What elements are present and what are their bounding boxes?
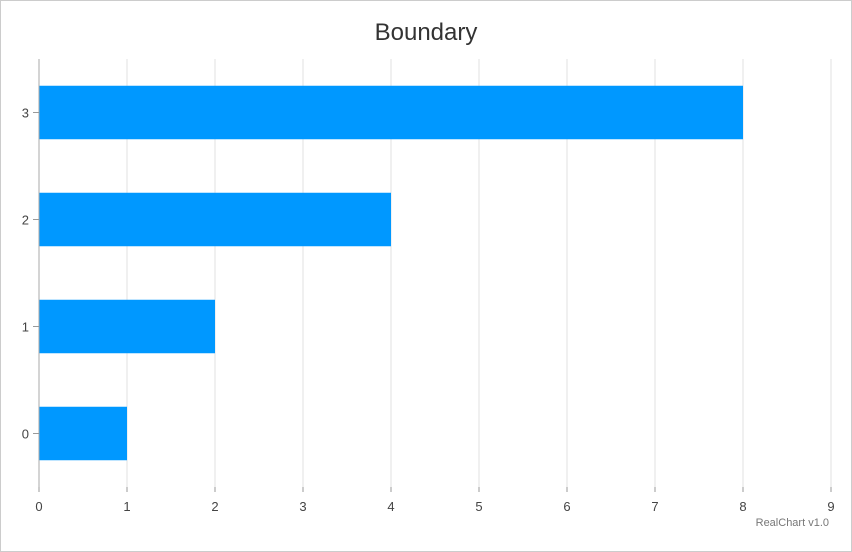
bar-3 (39, 85, 743, 140)
bar-2 (39, 192, 391, 247)
x-tick-label-6: 6 (563, 499, 570, 514)
x-tick-label-3: 3 (299, 499, 306, 514)
x-tick-label-0: 0 (35, 499, 42, 514)
x-tick-label-5: 5 (475, 499, 482, 514)
x-tick-label-7: 7 (651, 499, 658, 514)
x-tick-label-8: 8 (739, 499, 746, 514)
y-tick-label-2: 2 (22, 213, 29, 228)
axes: 0 1 2 3 4 5 6 7 8 9 0 1 2 3 (22, 59, 835, 514)
x-tick-label-2: 2 (211, 499, 218, 514)
x-tick-label-9: 9 (827, 499, 834, 514)
bar-0 (39, 406, 127, 461)
bars (39, 85, 743, 461)
bar-1 (39, 299, 215, 354)
y-tick-label-3: 3 (22, 106, 29, 121)
y-tick-label-0: 0 (22, 427, 29, 442)
chart-credit: RealChart v1.0 (755, 517, 829, 529)
x-tick-label-4: 4 (387, 499, 394, 514)
y-tick-label-1: 1 (22, 320, 29, 335)
x-tick-label-1: 1 (123, 499, 130, 514)
chart-title: Boundary (374, 19, 478, 46)
